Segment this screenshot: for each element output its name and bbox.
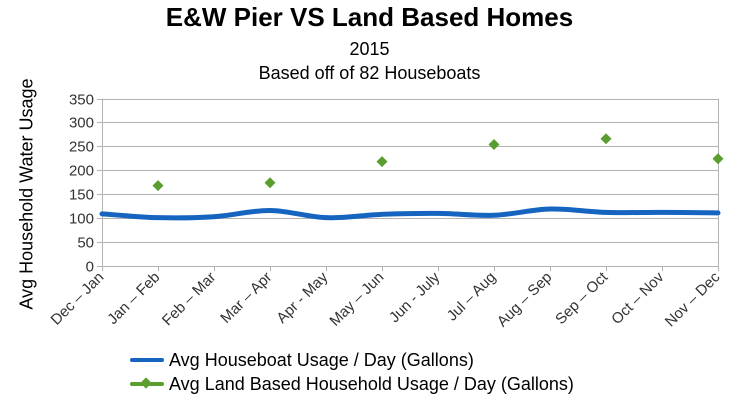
legend-diamond-swatch-icon <box>130 372 164 396</box>
y-tick-label: 50 <box>77 235 94 252</box>
x-tick-label: Aug – Sep <box>494 269 556 331</box>
series-land-diamond-marker <box>488 138 500 150</box>
series-land-diamond-marker <box>152 180 164 192</box>
x-tick-label: Jul – Aug <box>444 269 500 325</box>
x-tick-label: Feb – Mar <box>159 269 219 329</box>
y-tick-label: 100 <box>69 211 94 228</box>
x-tick-label: Oct – Nov <box>608 268 668 328</box>
chart-subtitle-basis: Based off of 82 Houseboats <box>258 63 481 83</box>
x-tick-label: Jun - July <box>386 268 444 326</box>
x-tick-label: Sep – Oct <box>552 268 612 328</box>
series-land-diamond-marker <box>264 177 276 189</box>
y-tick-label: 250 <box>69 139 94 156</box>
series-land-diamond-marker <box>712 153 724 165</box>
legend-label-land: Avg Land Based Household Usage / Day (Ga… <box>169 373 574 394</box>
legend-item-land: Avg Land Based Household Usage / Day (Ga… <box>130 372 574 396</box>
x-tick-label: Mar – Apr <box>217 269 275 327</box>
x-tick-label: Apr - May <box>273 268 331 326</box>
legend-item-houseboat: Avg Houseboat Usage / Day (Gallons) <box>130 348 574 372</box>
series-land-diamond-marker <box>600 133 612 145</box>
y-tick-label: 300 <box>69 115 94 132</box>
y-tick-label: 150 <box>69 187 94 204</box>
x-tick-label: May – Jun <box>326 269 387 330</box>
legend-label-houseboat: Avg Houseboat Usage / Day (Gallons) <box>169 349 474 370</box>
chart-subtitle-year: 2015 <box>349 39 390 59</box>
legend-line-swatch-icon <box>130 348 164 372</box>
x-tick-label: Jan – Feb <box>104 269 163 328</box>
x-tick-label: Nov – Dec <box>662 268 724 330</box>
chart-title: E&W Pier VS Land Based Homes <box>165 2 574 32</box>
series-houseboat-line <box>99 206 721 221</box>
y-tick-label: 350 <box>69 92 94 109</box>
legend: Avg Houseboat Usage / Day (Gallons) Avg … <box>130 348 574 396</box>
y-tick-label: 0 <box>86 259 94 276</box>
y-tick-label: 200 <box>69 163 94 180</box>
x-tick-label: Dec – Jan <box>48 269 108 329</box>
series-land-diamond-marker <box>376 156 388 168</box>
